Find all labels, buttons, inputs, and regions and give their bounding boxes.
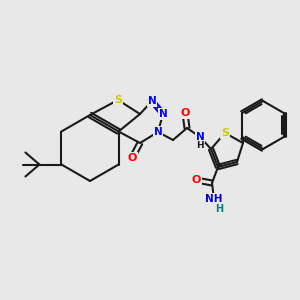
- Text: S: S: [221, 128, 229, 138]
- Text: S: S: [114, 95, 122, 105]
- Text: N: N: [154, 127, 162, 137]
- Text: O: O: [191, 175, 201, 185]
- Text: NH: NH: [205, 194, 223, 204]
- Text: O: O: [180, 108, 190, 118]
- Text: N: N: [196, 132, 204, 142]
- Text: O: O: [127, 153, 137, 163]
- Text: H: H: [196, 142, 204, 151]
- Text: N: N: [148, 96, 156, 106]
- Text: H: H: [215, 204, 223, 214]
- Text: N: N: [159, 109, 167, 119]
